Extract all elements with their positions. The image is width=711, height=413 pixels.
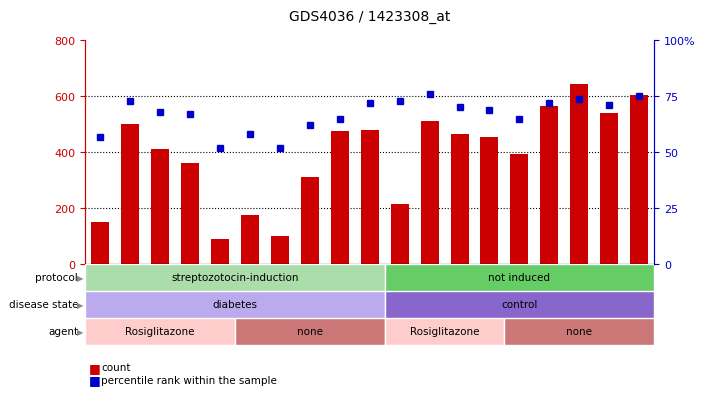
Bar — [390, 204, 409, 264]
Text: diabetes: diabetes — [213, 299, 257, 310]
Bar — [504, 318, 654, 345]
Bar — [122, 125, 139, 264]
Bar — [540, 107, 558, 264]
Bar — [570, 85, 588, 264]
Bar — [510, 154, 528, 264]
Text: ▶: ▶ — [77, 300, 84, 309]
Bar — [211, 239, 229, 264]
Bar — [385, 318, 504, 345]
Text: not induced: not induced — [488, 273, 550, 283]
Text: none: none — [297, 326, 323, 337]
Text: ▶: ▶ — [77, 327, 84, 336]
Bar — [360, 131, 379, 264]
Bar — [241, 216, 259, 264]
Bar — [630, 96, 648, 264]
Text: agent: agent — [48, 326, 78, 337]
Text: percentile rank within the sample: percentile rank within the sample — [101, 375, 277, 385]
Bar — [301, 178, 319, 264]
Bar — [481, 138, 498, 264]
Text: none: none — [566, 326, 592, 337]
Bar — [385, 264, 654, 291]
Bar — [385, 291, 654, 318]
Text: protocol: protocol — [36, 273, 78, 283]
Bar — [331, 132, 349, 264]
Bar — [235, 318, 385, 345]
Bar — [151, 150, 169, 264]
Bar — [421, 122, 439, 264]
Bar — [85, 291, 385, 318]
Text: streptozotocin-induction: streptozotocin-induction — [171, 273, 299, 283]
Bar — [600, 114, 618, 264]
Text: ■: ■ — [89, 361, 101, 374]
Text: Rosiglitazone: Rosiglitazone — [125, 326, 195, 337]
Bar — [271, 236, 289, 264]
Text: ■: ■ — [89, 373, 101, 387]
Text: count: count — [101, 363, 130, 373]
Bar — [181, 164, 199, 264]
Bar — [85, 264, 385, 291]
Bar — [451, 135, 469, 264]
Text: disease state: disease state — [9, 299, 78, 310]
Bar — [91, 223, 109, 264]
Text: ▶: ▶ — [77, 273, 84, 282]
Text: control: control — [501, 299, 538, 310]
Text: GDS4036 / 1423308_at: GDS4036 / 1423308_at — [289, 10, 450, 24]
Text: Rosiglitazone: Rosiglitazone — [410, 326, 479, 337]
Bar — [85, 318, 235, 345]
